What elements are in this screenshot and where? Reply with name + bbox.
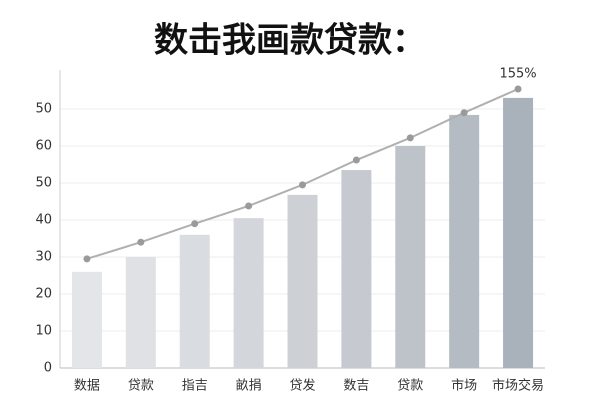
y-tick-label: 50	[35, 102, 52, 117]
x-tick-label: 数吉	[343, 379, 369, 394]
x-tick-label: 贷发	[289, 378, 315, 394]
chart-title: 数击我画款贷款：	[154, 21, 426, 61]
annotation: 155%	[499, 67, 536, 82]
x-tick-label: 畝捐	[236, 379, 262, 394]
y-tick-label: 0	[44, 361, 52, 376]
y-tick-label: 40	[35, 213, 52, 228]
line-marker	[514, 85, 522, 93]
line-marker	[352, 156, 360, 164]
bar	[71, 271, 102, 368]
bar	[233, 218, 264, 368]
bar	[179, 234, 210, 368]
bar	[287, 194, 318, 368]
x-tick-label: 数据	[74, 379, 100, 394]
bar	[395, 146, 426, 368]
bar	[503, 97, 534, 369]
bar	[341, 170, 372, 368]
line-marker	[83, 255, 91, 263]
bar	[449, 114, 480, 368]
y-tick-label: 30	[35, 250, 52, 265]
x-tick-label: 市场交易	[492, 378, 544, 394]
y-tick-label: 20	[35, 287, 52, 302]
x-tick-label: 指吉	[182, 379, 208, 394]
line-marker	[299, 181, 306, 189]
line-marker	[245, 202, 253, 210]
y-tick-label: 10	[35, 324, 52, 339]
y-tick-label: 50	[35, 176, 52, 191]
y-tick-label: 60	[35, 139, 52, 154]
line-marker	[137, 238, 145, 246]
line-marker	[406, 134, 414, 142]
bar	[125, 257, 156, 368]
x-tick-label: 贷款	[397, 379, 423, 394]
line-marker	[460, 109, 468, 117]
x-tick-label: 贷款	[128, 379, 154, 394]
line-marker	[191, 220, 199, 228]
x-tick-label: 市场	[451, 378, 477, 394]
